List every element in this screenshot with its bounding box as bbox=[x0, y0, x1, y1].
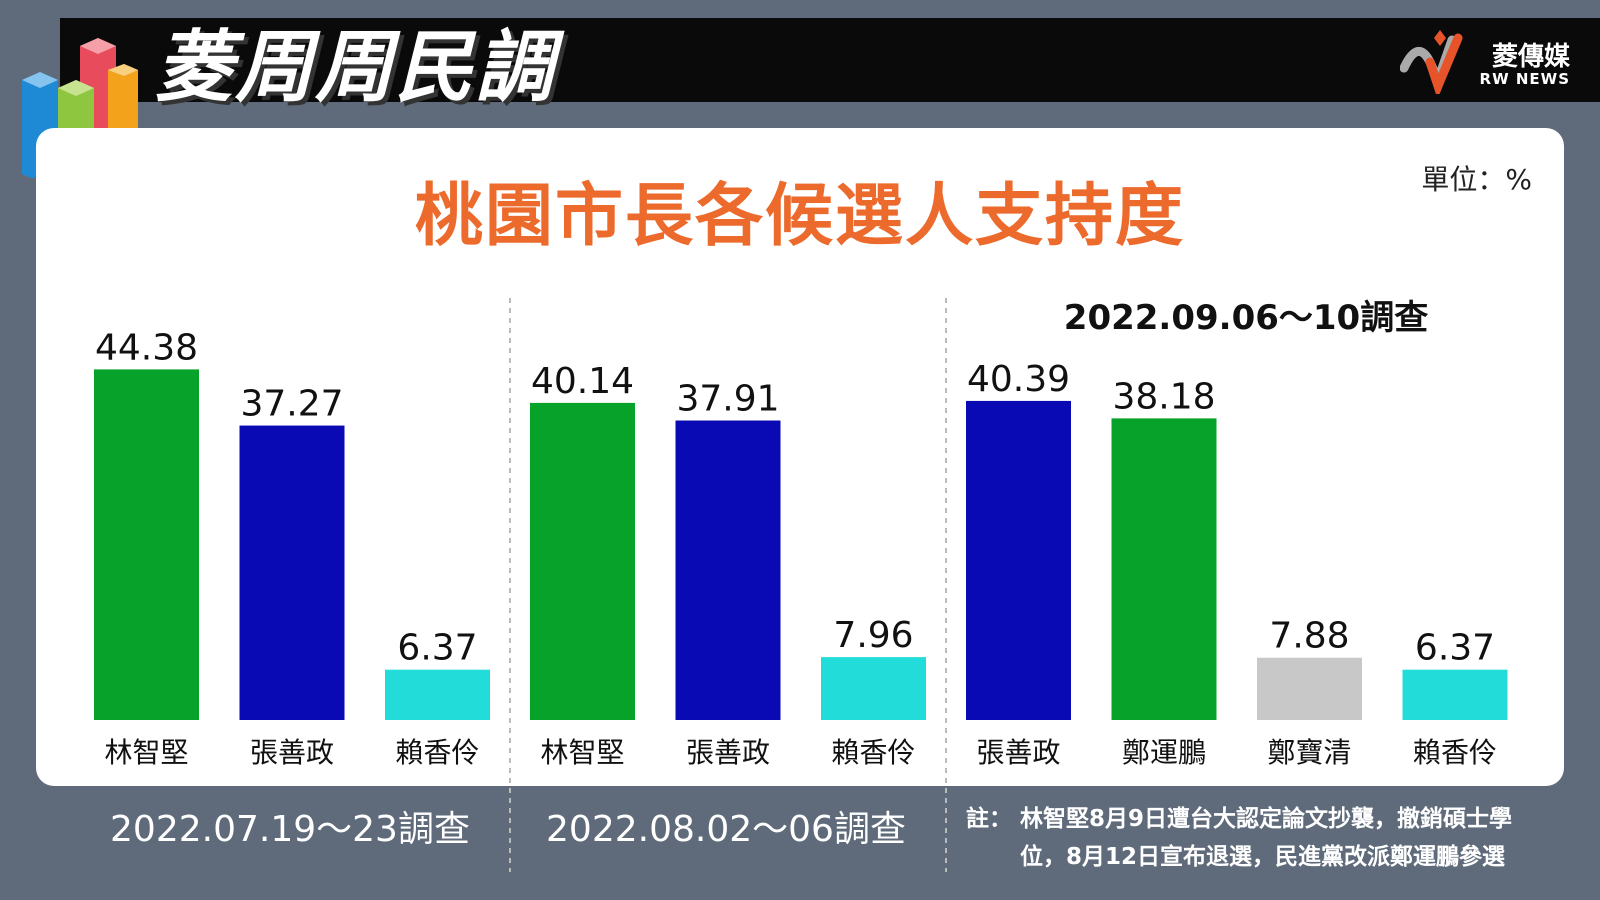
period-label-3: 2022.09.06～10調查 bbox=[1063, 298, 1429, 338]
category-label: 鄭寶清 bbox=[1267, 736, 1351, 769]
category-label: 林智堅 bbox=[540, 736, 624, 769]
bar bbox=[1111, 418, 1217, 720]
category-label: 鄭運鵬 bbox=[1122, 736, 1206, 769]
rwnews-logo-icon bbox=[1400, 30, 1463, 94]
footnote: 註： 林智堅8月9日遭台大認定論文抄襲，撤銷碩士學 位，8月12日宣布退選，民進… bbox=[966, 800, 1566, 876]
bar-value-label: 38.18 bbox=[1112, 376, 1215, 417]
bar bbox=[675, 420, 781, 720]
chart-title: 桃園市長各候選人支持度 bbox=[414, 177, 1185, 256]
bar bbox=[821, 657, 926, 720]
bar-value-label: 40.14 bbox=[531, 361, 634, 402]
category-label: 賴香伶 bbox=[1413, 736, 1497, 769]
bar-value-label: 6.37 bbox=[397, 628, 477, 669]
bar bbox=[385, 669, 490, 720]
bar-value-label: 6.37 bbox=[1415, 628, 1495, 669]
bar-value-label: 37.91 bbox=[676, 379, 779, 420]
bar-value-label: 40.39 bbox=[967, 359, 1070, 400]
header-title: 菱周周民調 bbox=[155, 23, 556, 113]
header-band bbox=[60, 18, 1600, 102]
bar-value-label: 37.27 bbox=[240, 384, 343, 425]
bar bbox=[530, 402, 635, 720]
period-label-2: 2022.08.02～06調查 bbox=[546, 809, 906, 850]
bar bbox=[1402, 669, 1508, 720]
category-label: 張善政 bbox=[686, 736, 770, 769]
bar-value-label: 44.38 bbox=[95, 327, 198, 368]
category-label: 張善政 bbox=[976, 736, 1060, 769]
bar bbox=[966, 400, 1071, 720]
footnote-line-1: 註： 林智堅8月9日遭台大認定論文抄襲，撤銷碩士學 bbox=[966, 806, 1513, 832]
category-label: 張善政 bbox=[250, 736, 334, 769]
bar-value-label: 7.88 bbox=[1269, 616, 1349, 657]
category-label: 賴香伶 bbox=[831, 736, 915, 769]
unit-label: 單位：% bbox=[1421, 163, 1532, 196]
footnote-line-2: 位，8月12日宣布退選，民進黨改派鄭運鵬參選 bbox=[1020, 844, 1506, 870]
category-label: 賴香伶 bbox=[395, 736, 479, 769]
bar bbox=[239, 425, 345, 720]
category-label: 林智堅 bbox=[104, 736, 188, 769]
brand-name-cn: 菱傳媒 bbox=[1491, 42, 1570, 72]
brand-name-en: RW NEWS bbox=[1479, 70, 1570, 88]
bar-value-label: 7.96 bbox=[833, 615, 913, 656]
bar bbox=[94, 369, 199, 720]
period-label-1: 2022.07.19～23調查 bbox=[110, 809, 470, 850]
bar bbox=[1257, 657, 1362, 720]
